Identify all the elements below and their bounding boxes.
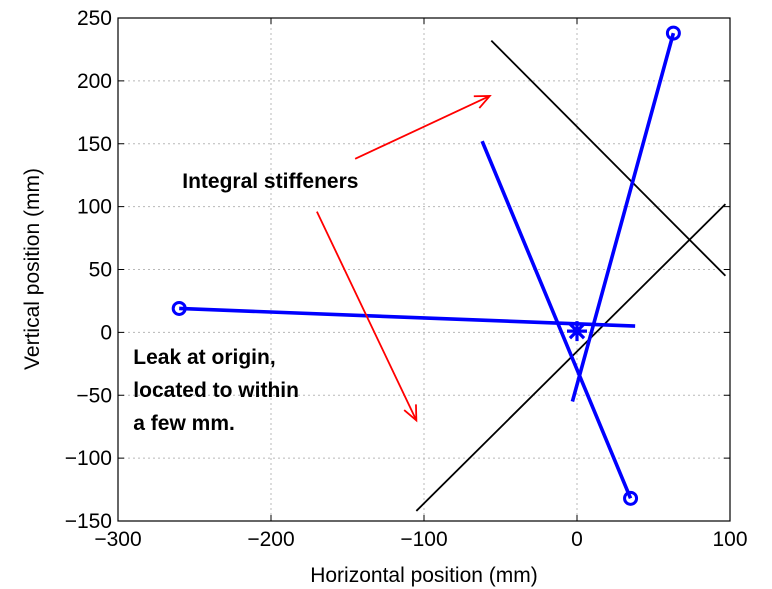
arrows [316,95,492,423]
x-tick-labels: −300 −200 −100 0 100 [94,528,747,551]
sensor-line [570,32,676,403]
annotation-text: Integral stiffeners [182,170,358,193]
sensor-line [480,140,633,500]
stiffener-line [490,40,727,277]
grid [118,18,730,521]
leak-marker-stroke [568,322,586,340]
y-tick-label: −100 [65,447,112,470]
y-tick-label: 0 [100,321,112,344]
leak-marker [567,321,587,342]
y-axis-title: Vertical position (mm) [21,168,44,370]
y-tick-label: 150 [77,133,112,156]
x-tick-label: −100 [400,528,447,551]
arrow-head [473,95,492,109]
y-tick-label: −150 [65,510,112,533]
arrow [354,95,492,160]
sensor-marker [171,300,187,316]
x-tick-label: 0 [571,528,583,551]
x-tick-label: −300 [94,528,141,551]
sensor-marker [623,490,639,506]
y-tick-label: 200 [77,70,112,93]
axis-ticks [117,17,731,522]
y-tick-labels: 250 200 150 100 50 0 −50 −100 −150 [65,7,112,533]
y-tick-label: 100 [77,196,112,219]
arrow-head [403,404,418,423]
x-tick-label: 100 [712,528,747,551]
x-axis-title: Horizontal position (mm) [310,564,538,587]
y-tick-label: −50 [76,384,112,407]
y-tick-label: 250 [77,7,112,30]
sensor-paths [171,25,681,506]
annotation-text: Leak at origin, [133,346,275,369]
x-tick-label: −200 [247,528,294,551]
annotation-text: a few mm. [133,412,235,435]
arrow-shaft [354,95,491,160]
y-tick-label: 50 [89,259,112,282]
annotations: Integral stiffeners Leak at origin, locate… [133,170,358,435]
annotation-text: located to within [133,379,299,402]
sensor-marker [665,25,681,41]
arrow-shaft [316,211,418,421]
arrow [316,211,418,423]
